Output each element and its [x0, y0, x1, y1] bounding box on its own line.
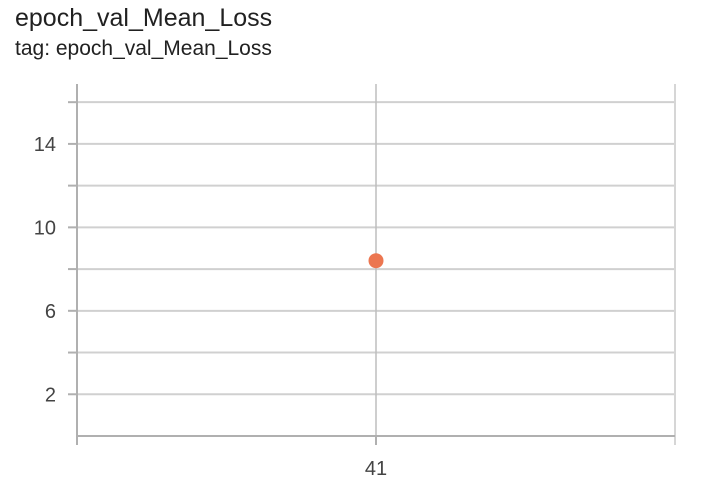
- y-tick-label: 10: [34, 217, 56, 239]
- chart-subtitle: tag: epoch_val_Mean_Loss: [15, 37, 272, 60]
- data-point[interactable]: [368, 253, 384, 269]
- y-tick-label: 14: [34, 134, 56, 156]
- chart-title: epoch_val_Mean_Loss: [15, 4, 273, 32]
- tick-labels: 2 6 10 14 41: [34, 134, 387, 480]
- y-tick-label: 2: [45, 384, 56, 406]
- y-tick-label: 6: [45, 301, 56, 323]
- grid-lines: [77, 84, 675, 436]
- data-points[interactable]: [368, 253, 384, 269]
- axes: [68, 84, 676, 445]
- x-tick-label: 41: [365, 458, 387, 480]
